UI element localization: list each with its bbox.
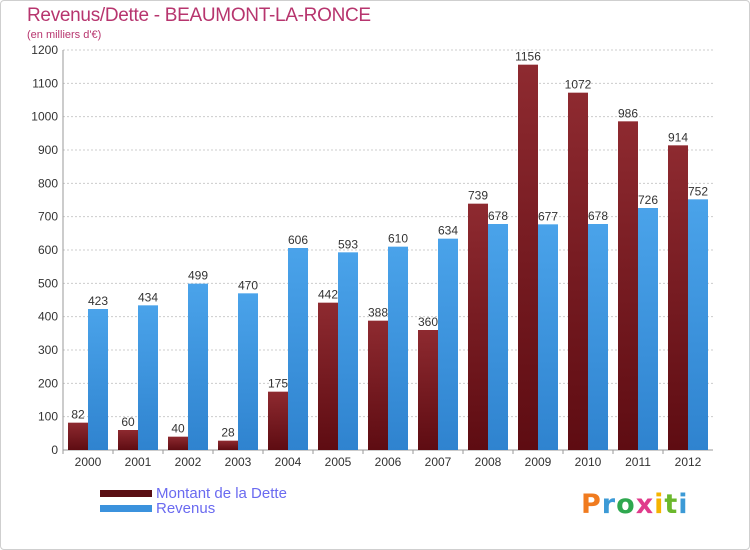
bar-dette (668, 145, 688, 451)
data-label-dette: 360 (418, 315, 438, 329)
data-label-dette: 388 (368, 306, 388, 320)
chart-subtitle: (en milliers d'€) (27, 29, 102, 41)
x-tick-label: 2000 (75, 455, 102, 469)
x-tick-label: 2011 (625, 455, 651, 469)
bar-dette (268, 391, 288, 450)
x-tick-label: 2004 (275, 455, 302, 469)
x-tick-label: 2005 (325, 455, 352, 469)
y-tick-label: 600 (38, 243, 58, 257)
y-tick-label: 300 (38, 343, 58, 357)
data-label-revenus: 593 (338, 237, 358, 251)
data-label-dette: 82 (71, 408, 85, 422)
data-label-revenus: 677 (538, 209, 558, 223)
bar-dette (168, 436, 188, 450)
data-label-revenus: 752 (688, 184, 708, 198)
data-label-revenus: 499 (188, 269, 208, 283)
y-tick-label: 900 (38, 143, 58, 157)
bar-dette (218, 440, 238, 450)
legend-swatch-revenus (100, 505, 152, 512)
bar-dette (618, 121, 638, 450)
bar-revenus (388, 246, 408, 450)
bar-dette (118, 430, 138, 450)
bar-revenus (338, 252, 358, 450)
data-label-revenus: 610 (388, 232, 408, 246)
bar-revenus (488, 224, 508, 450)
x-tick-label: 2007 (425, 455, 452, 469)
y-tick-label: 700 (38, 210, 58, 224)
data-label-revenus: 423 (88, 294, 108, 308)
proxiti-logo: Proxiti (581, 489, 689, 520)
legend-label-dette: Montant de la Dette (156, 485, 287, 502)
x-tick-label: 2003 (225, 455, 252, 469)
data-label-revenus: 470 (238, 278, 258, 292)
bar-dette (418, 330, 438, 450)
data-label-dette: 28 (221, 426, 235, 440)
bar-revenus (188, 283, 208, 450)
data-label-dette: 1072 (565, 78, 592, 92)
y-tick-label: 1000 (31, 110, 58, 124)
x-tick-label: 2009 (525, 455, 552, 469)
data-label-revenus: 606 (288, 233, 308, 247)
y-tick-label: 1100 (32, 76, 58, 90)
bar-revenus (288, 248, 308, 450)
y-tick-label: 200 (38, 376, 58, 390)
bar-revenus (438, 238, 458, 450)
data-label-dette: 1156 (515, 50, 541, 64)
bar-revenus (638, 208, 658, 450)
x-tick-label: 2008 (475, 455, 502, 469)
data-label-revenus: 726 (638, 193, 658, 207)
bar-revenus (588, 224, 608, 450)
data-label-revenus: 678 (588, 209, 608, 223)
x-tick-label: 2001 (125, 455, 152, 469)
data-label-dette: 442 (318, 288, 338, 302)
data-label-revenus: 678 (488, 209, 508, 223)
data-label-dette: 40 (171, 422, 185, 436)
x-tick-label: 2012 (675, 455, 702, 469)
legend-label-revenus: Revenus (156, 500, 216, 517)
bar-dette (318, 302, 338, 450)
y-tick-label: 500 (38, 276, 58, 290)
data-label-dette: 914 (668, 130, 688, 144)
y-tick-label: 800 (38, 176, 58, 190)
bar-dette (68, 422, 88, 450)
bar-revenus (88, 309, 108, 450)
bar-revenus (688, 199, 708, 450)
data-label-dette: 739 (468, 189, 488, 203)
data-label-dette: 60 (121, 415, 135, 429)
y-tick-label: 100 (38, 410, 58, 424)
data-label-dette: 175 (268, 377, 288, 391)
chart-title: Revenus/Dette - BEAUMONT-LA-RONCE (27, 5, 371, 26)
bar-dette (518, 64, 538, 451)
bar-dette (468, 203, 488, 450)
bar-dette (568, 92, 588, 451)
y-tick-label: 0 (51, 443, 58, 457)
legend-swatch-dette (100, 490, 152, 497)
bar-dette (368, 320, 388, 450)
data-label-dette: 986 (618, 106, 638, 120)
data-label-revenus: 634 (438, 224, 458, 238)
y-tick-label: 400 (38, 310, 58, 324)
bar-revenus (138, 305, 158, 450)
x-tick-label: 2006 (375, 455, 402, 469)
y-tick-label: 1200 (31, 43, 58, 57)
bar-revenus (538, 224, 558, 450)
x-tick-label: 2010 (575, 455, 602, 469)
x-tick-label: 2002 (175, 455, 202, 469)
bar-revenus (238, 293, 258, 450)
data-label-revenus: 434 (138, 290, 158, 304)
